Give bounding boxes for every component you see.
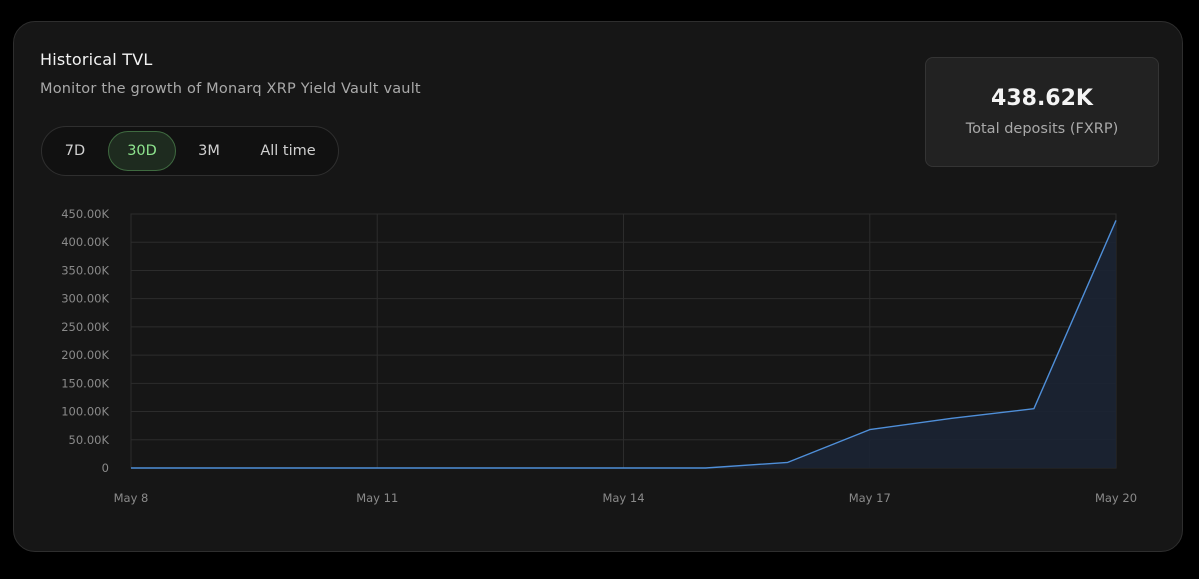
total-deposits-value: 438.62K bbox=[991, 86, 1093, 111]
card-subtitle: Monitor the growth of Monarq XRP Yield V… bbox=[40, 81, 421, 97]
range-tab-7d[interactable]: 7D bbox=[64, 143, 86, 159]
range-tab-30d[interactable]: 30D bbox=[108, 131, 176, 171]
card-title: Historical TVL bbox=[40, 50, 153, 69]
tvl-card: Historical TVL Monitor the growth of Mon… bbox=[13, 21, 1183, 552]
range-tab-3m[interactable]: 3M bbox=[198, 143, 220, 159]
time-range-selector: 7D 30D 3M All time bbox=[41, 126, 339, 176]
range-tab-all-time[interactable]: All time bbox=[260, 143, 316, 159]
total-deposits-label: Total deposits (FXRP) bbox=[965, 121, 1119, 137]
total-deposits-box: 438.62K Total deposits (FXRP) bbox=[925, 57, 1159, 167]
